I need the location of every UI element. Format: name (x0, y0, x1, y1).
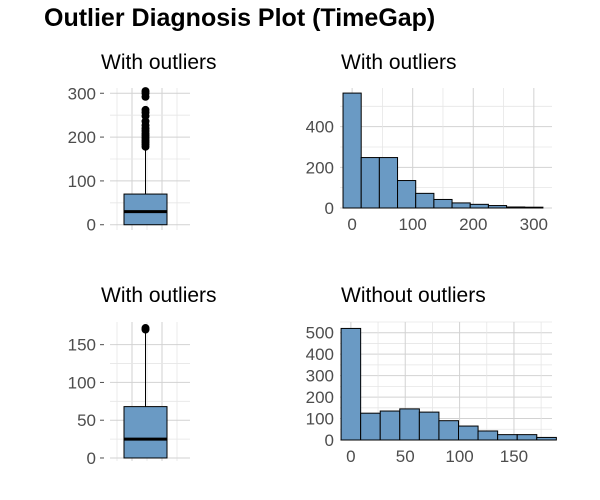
y-tick-label: 100 (68, 373, 96, 392)
y-tick-label: 400 (306, 345, 334, 364)
x-tick-label: 0 (346, 447, 355, 466)
histogram-bar (342, 92, 362, 209)
y-tick-label: 150 (68, 336, 96, 355)
histogram-bar (438, 420, 460, 441)
histogram-bar (458, 425, 479, 441)
histogram-bar (506, 206, 526, 209)
page-title: Outlier Diagnosis Plot (TimeGap) (44, 4, 436, 32)
histogram-bar (378, 157, 399, 209)
panel-title: With outliers (341, 51, 457, 74)
histogram-bar (418, 411, 440, 441)
histogram-bar (516, 434, 538, 441)
y-tick-label: 50 (77, 411, 96, 430)
histogram-bar (399, 408, 420, 441)
histogram-panel-without-outliers: Without outliers 0 100 200 300 400 500 0 50 100 15… (306, 284, 557, 466)
x-tick-label: 300 (520, 215, 548, 234)
x-tick-label: 0 (347, 215, 356, 234)
box-iqr (123, 406, 168, 459)
y-tick-label: 100 (68, 172, 96, 191)
histogram-bar (379, 410, 401, 441)
histogram-bar (524, 206, 544, 209)
panel-title: With outliers (101, 284, 217, 307)
y-tick-label: 200 (306, 158, 334, 177)
outlier-point (141, 324, 150, 333)
y-tick-label: 0 (325, 431, 334, 450)
histogram-bar (497, 434, 518, 441)
y-tick-label: 300 (306, 367, 334, 386)
panel-title: Without outliers (341, 284, 486, 307)
x-tick-label: 200 (459, 215, 487, 234)
histogram-bar (451, 202, 471, 209)
y-tick-label: 200 (68, 128, 96, 147)
outlier-point (141, 105, 150, 114)
x-tick-label: 100 (398, 215, 426, 234)
y-tick-label: 200 (306, 388, 334, 407)
histogram-bar (340, 327, 362, 441)
x-tick-label: 100 (445, 447, 473, 466)
histogram-bar (469, 203, 489, 209)
y-tick-label: 0 (87, 449, 96, 468)
y-tick-label: 400 (306, 118, 334, 137)
histogram-bar (415, 192, 435, 209)
y-tick-label: 300 (68, 84, 96, 103)
x-tick-label: 150 (500, 447, 528, 466)
histogram-bar (477, 430, 499, 441)
x-tick-label: 50 (396, 447, 415, 466)
y-tick-label: 500 (306, 324, 334, 343)
histogram-bar (536, 436, 557, 441)
panel-title: With outliers (101, 51, 217, 74)
boxplot-panel-with-outliers-top: With outliers 0 100 200 300 (68, 51, 217, 235)
histogram-bar (397, 180, 417, 209)
histogram-bar (433, 198, 453, 209)
histogram-panel-with-outliers: With outliers 0 200 400 0 100 200 300 (306, 51, 552, 234)
histogram-bar (360, 157, 380, 209)
box-iqr (123, 193, 168, 226)
outlier-point (141, 87, 150, 96)
histogram-bar (360, 412, 381, 441)
y-tick-label: 0 (87, 216, 96, 235)
y-tick-label: 100 (306, 410, 334, 429)
boxplot-panel-with-outliers-bottom: With outliers 0 50 100 150 (68, 284, 217, 468)
y-tick-label: 0 (325, 199, 334, 218)
histogram-bar (487, 205, 508, 209)
